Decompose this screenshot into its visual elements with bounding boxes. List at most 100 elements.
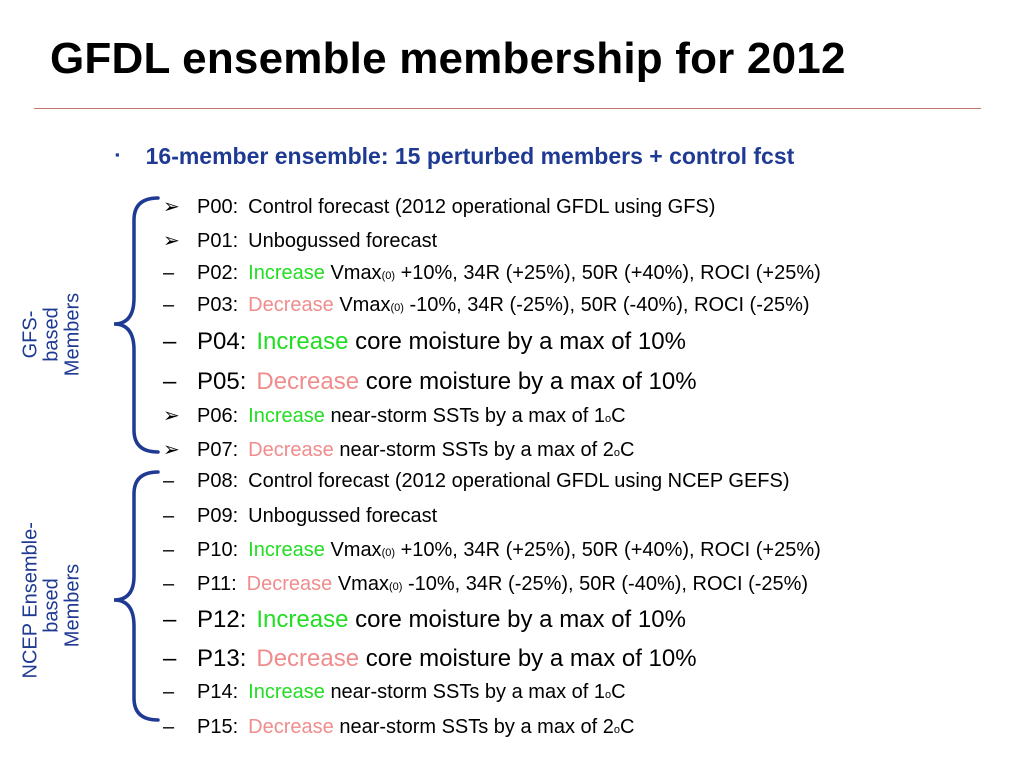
dash-bullet-icon: –	[163, 505, 175, 527]
arrow-bullet-icon: ➢	[163, 196, 180, 218]
dash-bullet-icon: –	[163, 328, 177, 355]
member-row-p14: – P14: Increase near-storm SSTs by a max o…	[163, 681, 626, 703]
page-title: GFDL ensemble membership for 2012	[50, 34, 846, 83]
member-description: Vmax	[330, 262, 382, 284]
member-row-p06: ➢ P06: Increase near-storm SSTs by a max o…	[163, 405, 626, 427]
member-description: core moisture by a max of 10%	[355, 328, 686, 355]
gfs-brace-icon	[113, 196, 160, 454]
main-bullet-text: 16-member ensemble: 15 perturbed members…	[145, 143, 795, 169]
member-description-tail: C	[611, 681, 626, 703]
square-bullet-icon: ▪	[115, 147, 120, 162]
member-id: P01:	[197, 230, 239, 252]
member-description: core moisture by a max of 10%	[365, 645, 697, 672]
dash-bullet-icon: –	[163, 606, 177, 633]
decrease-keyword: Decrease	[248, 716, 334, 738]
ncep-group-label: NCEP Ensemble- based Members	[19, 522, 84, 679]
dash-bullet-icon: –	[163, 470, 175, 492]
member-id: P00:	[197, 196, 239, 218]
ncep-label-line: based	[40, 578, 63, 633]
member-row-p08: – P08: Control forecast (2012 operational …	[163, 470, 790, 493]
decrease-keyword: Decrease	[248, 439, 334, 461]
member-id: P12:	[197, 606, 247, 633]
member-id: P04:	[197, 328, 247, 355]
member-description: core moisture by a max of 10%	[365, 368, 697, 395]
member-row-p01: ➢ P01: Unbogussed forecast	[163, 228, 437, 253]
increase-keyword: Increase	[256, 606, 349, 633]
member-id: P13:	[197, 645, 247, 672]
gfs-label-line: based	[40, 307, 63, 362]
member-id: P15:	[197, 716, 239, 738]
member-description-tail: C	[620, 716, 635, 738]
member-description: Control forecast (2012 operational GFDL …	[248, 196, 716, 218]
ncep-label-line: Members	[61, 563, 84, 648]
dash-bullet-icon: –	[163, 716, 175, 738]
member-id: P10:	[197, 539, 239, 561]
main-bullet: ▪ 16-member ensemble: 15 perturbed membe…	[115, 143, 794, 170]
member-description-tail: C	[611, 405, 626, 427]
member-description: near-storm SSTs by a max of 1	[330, 681, 605, 703]
member-row-p11: – P11: Decrease Vmax (0) -10%, 34R (-25%), …	[163, 573, 809, 595]
increase-keyword: Increase	[256, 328, 349, 355]
member-id: P02:	[197, 262, 239, 284]
increase-keyword: Increase	[248, 262, 325, 284]
member-description: near-storm SSTs by a max of 2	[339, 716, 614, 738]
member-description: Control forecast (2012 operational GFDL …	[248, 470, 790, 492]
member-description: near-storm SSTs by a max of 2	[339, 439, 614, 461]
decrease-keyword: Decrease	[246, 573, 333, 595]
spacer	[359, 368, 366, 396]
member-row-p04: – P04: Increase core moisture by a max of …	[163, 328, 686, 356]
dash-bullet-icon: –	[163, 681, 175, 703]
member-row-p15: – P15: Decrease near-storm SSTs by a max o…	[163, 716, 635, 738]
member-row-p09: – P09: Unbogussed forecast	[163, 505, 437, 528]
member-row-p12: – P12: Increase core moisture by a max of …	[163, 606, 686, 634]
member-description-tail: -10%, 34R (-25%), 50R (-40%), ROCI (-25%…	[402, 573, 809, 595]
title-divider	[34, 108, 981, 109]
decrease-keyword: Decrease	[256, 368, 360, 395]
arrow-bullet-icon: ➢	[163, 405, 180, 427]
member-description-tail: -10%, 34R (-25%), 50R (-40%), ROCI (-25%…	[403, 294, 810, 316]
spacer	[348, 328, 355, 356]
member-row-p10: – P10: Increase Vmax (0) +10%, 34R (+25%), …	[163, 539, 821, 561]
gfs-group-label: GFS- based Members	[19, 285, 84, 385]
member-row-p03: – P03: Decrease Vmax (0) -10%, 34R (-25%), …	[163, 294, 810, 316]
member-description: Vmax	[337, 573, 389, 595]
gfs-label-line: GFS-	[19, 310, 42, 359]
member-description-tail: +10%, 34R (+25%), 50R (+40%), ROCI (+25%…	[395, 262, 821, 284]
member-row-p00: ➢ P00: Control forecast (2012 operational …	[163, 194, 715, 219]
dash-bullet-icon: –	[163, 262, 175, 284]
spacer	[359, 645, 366, 673]
member-description: Unbogussed forecast	[248, 505, 438, 527]
dash-bullet-icon: –	[163, 368, 177, 395]
member-description-tail: C	[620, 439, 635, 461]
member-row-p02: – P02: Increase Vmax (0) +10%, 34R (+25%), …	[163, 262, 821, 284]
increase-keyword: Increase	[248, 405, 325, 427]
gfs-label-line: Members	[61, 292, 84, 377]
member-row-p07: ➢ P07: Decrease near-storm SSTs by a max o…	[163, 439, 635, 461]
dash-bullet-icon: –	[163, 573, 175, 595]
group-braces	[113, 196, 160, 722]
member-description: Vmax	[339, 294, 391, 316]
member-description: Vmax	[330, 539, 382, 561]
increase-keyword: Increase	[248, 681, 325, 703]
dash-bullet-icon: –	[163, 645, 177, 672]
member-description: Unbogussed forecast	[248, 230, 438, 252]
arrow-bullet-icon: ➢	[163, 439, 180, 461]
member-row-p05: – P05: Decrease core moisture by a max of …	[163, 368, 697, 396]
member-id: P07:	[197, 439, 239, 461]
ncep-label-line: NCEP Ensemble-	[19, 522, 42, 679]
ncep-brace-icon	[113, 470, 160, 722]
member-id: P09:	[197, 505, 239, 527]
increase-keyword: Increase	[248, 539, 325, 561]
spacer	[348, 606, 355, 634]
decrease-keyword: Decrease	[256, 645, 360, 672]
member-id: P11:	[197, 573, 237, 595]
member-id: P06:	[197, 405, 239, 427]
dash-bullet-icon: –	[163, 294, 175, 316]
member-description-tail: +10%, 34R (+25%), 50R (+40%), ROCI (+25%…	[395, 539, 821, 561]
member-id: P03:	[197, 294, 239, 316]
member-id: P14:	[197, 681, 239, 703]
member-row-p13: – P13: Decrease core moisture by a max of …	[163, 645, 697, 673]
member-description: near-storm SSTs by a max of 1	[330, 405, 605, 427]
member-id: P08:	[197, 470, 239, 492]
dash-bullet-icon: –	[163, 539, 175, 561]
